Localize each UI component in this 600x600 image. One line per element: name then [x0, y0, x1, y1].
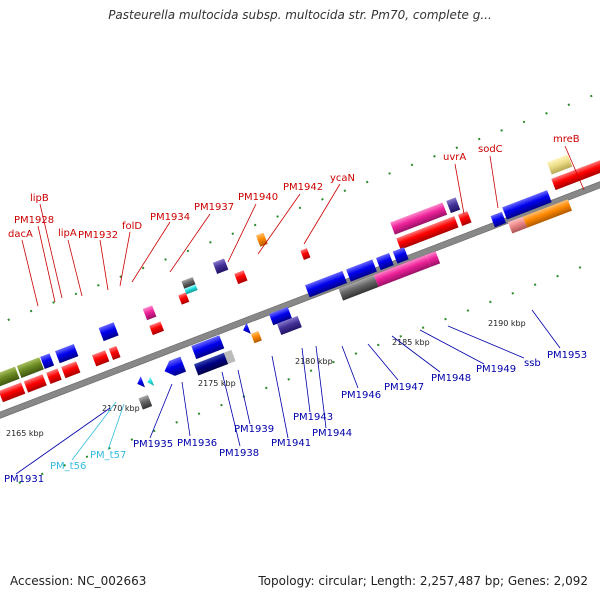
gene-feature: [346, 259, 377, 282]
gene-feature: [212, 258, 229, 274]
gene-feature: [55, 344, 79, 364]
gene-label-pm1944: PM1944: [312, 428, 352, 439]
gene-label-lipb: lipB: [30, 193, 49, 204]
gene-feature: [142, 305, 157, 321]
gene-feature: [184, 284, 198, 295]
top-leaders: [21, 145, 585, 307]
gene-feature: [98, 322, 119, 342]
cds-feature: [178, 292, 190, 305]
cds-feature: [457, 211, 472, 226]
tick-label: 2180 kbp: [295, 357, 333, 366]
gene-label-ssb: ssb: [524, 358, 541, 369]
gene-feature: [164, 356, 187, 376]
gene-feature: [223, 349, 236, 364]
gene-label-pm1940: PM1940: [238, 192, 278, 203]
cds-feature: [91, 350, 110, 367]
gene-feature: [305, 270, 348, 298]
genome-track: [0, 75, 600, 510]
gene-feature: [507, 216, 528, 234]
gene-label-pm1938: PM1938: [219, 448, 259, 459]
gene-label-uvra: uvrA: [443, 152, 466, 163]
gene-feature: [181, 276, 196, 289]
cds-feature: [234, 270, 248, 285]
cds-feature: [108, 345, 121, 360]
genome-summary-text: Topology: circular; Length: 2,257,487 bp…: [258, 574, 588, 588]
gene-label-pm1948: PM1948: [431, 373, 471, 384]
gene-label-pm1936: PM1936: [177, 438, 217, 449]
gene-label-pm1942: PM1942: [283, 182, 323, 193]
gene-feature: [243, 322, 251, 334]
gene-label-pm1946: PM1946: [341, 390, 381, 401]
map-title: Pasteurella multocida subsp. multocida s…: [108, 8, 492, 22]
cds-feature: [396, 216, 459, 250]
gene-feature: [490, 211, 507, 228]
gene-feature: [40, 353, 55, 370]
gene-feature: [250, 330, 262, 344]
gene-feature: [16, 357, 44, 379]
gene-label-pm-t57: PM_t57: [90, 450, 126, 461]
gene-label-pm-t56: PM_t56: [50, 461, 86, 472]
accession-text: Accession: NC_002663: [10, 574, 147, 588]
gene-label-pm1934: PM1934: [150, 212, 190, 223]
cds-feature: [551, 157, 600, 191]
gene-label-pm1947: PM1947: [384, 382, 424, 393]
tick-label: 2165 kbp: [6, 429, 44, 438]
bottom-leaders: [15, 309, 561, 475]
tick-label: 2175 kbp: [198, 379, 236, 388]
gene-feature: [268, 306, 292, 326]
gene-feature: [392, 247, 409, 264]
gene-feature: [375, 252, 394, 271]
gene-label-pm1939: PM1939: [234, 424, 274, 435]
cds-feature: [61, 361, 81, 379]
gene-label-daca: dacA: [8, 229, 33, 240]
gene-feature: [373, 254, 431, 287]
gene-feature: [137, 376, 146, 388]
gene-feature: [138, 394, 153, 410]
gene-label-pm1935: PM1935: [133, 439, 173, 450]
tick-label: 2190 kbp: [488, 319, 526, 328]
gene-feature: [338, 274, 379, 301]
tick-label: 2185 kbp: [392, 338, 430, 347]
kbp-ticks: 2165 kbp 2170 kbp 2175 kbp 2180 kbp 2185…: [6, 319, 526, 438]
gene-label-pm1932: PM1932: [78, 230, 118, 241]
trna-leaders: [71, 401, 125, 461]
gene-feature: [0, 366, 20, 388]
gene-feature: [147, 376, 155, 386]
gene-feature: [426, 251, 441, 267]
gene-feature: [193, 352, 229, 376]
top-labels: dacA PM1928 lipB lipA PM1932 folD PM1934…: [8, 134, 580, 241]
gene-feature: [547, 154, 573, 175]
gene-label-sodc: sodC: [478, 144, 503, 155]
cds-feature: [0, 382, 26, 403]
lower-genes: [137, 190, 573, 410]
gene-label-pm1931: PM1931: [4, 474, 44, 485]
gene-feature: [255, 232, 268, 247]
bottom-labels: PM1931 PM_t56 PM_t57 PM1935 PM1936 PM193…: [4, 350, 587, 485]
gene-label-pm1953: PM1953: [547, 350, 587, 361]
cds-feature: [300, 248, 311, 260]
cds-feature: [46, 368, 62, 384]
gene-feature: [502, 190, 552, 220]
gene-feature: [446, 197, 461, 214]
gene-label-pm1941: PM1941: [271, 438, 311, 449]
gene-label-pm1943: PM1943: [293, 412, 333, 423]
gene-feature: [277, 315, 302, 336]
gene-label-ycan: ycaN: [330, 173, 355, 184]
gene-label-pm1949: PM1949: [476, 364, 516, 375]
gene-label-pm1928: PM1928: [14, 215, 54, 226]
gene-feature: [191, 335, 225, 360]
cds-feature: [23, 374, 47, 393]
gene-label-mreb: mreB: [553, 134, 580, 145]
cds-band-right: [396, 157, 600, 250]
gene-label-fold: folD: [122, 221, 142, 232]
gene-label-pm1937: PM1937: [194, 202, 234, 213]
cds-feature: [149, 321, 164, 336]
gene-label-lipa: lipA: [58, 228, 77, 239]
gene-feature: [390, 202, 448, 235]
gene-feature: [522, 199, 573, 228]
cds-band-left: [0, 345, 121, 414]
tick-label: 2170 kbp: [102, 404, 140, 413]
